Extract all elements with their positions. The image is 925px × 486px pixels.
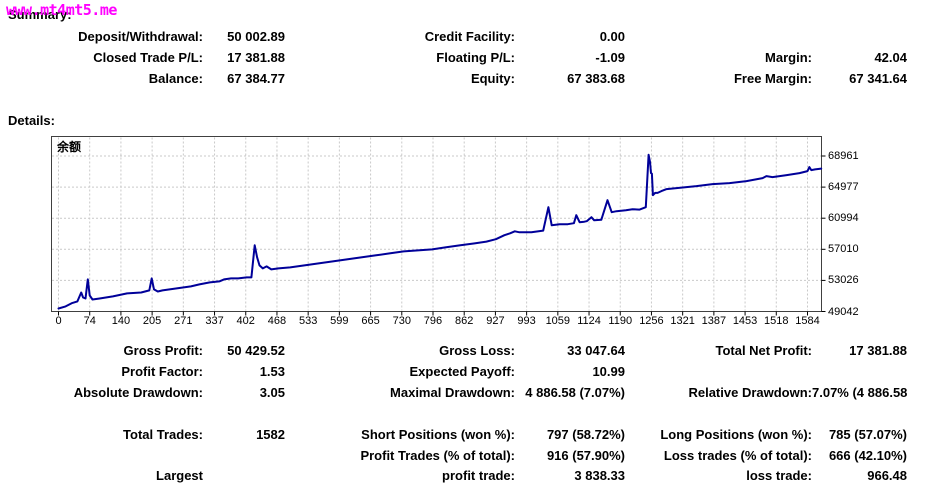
- balance-chart: 余额 0 74 140 205 271 337 402 468 533 599 665 730 796 8…: [51, 136, 925, 336]
- x-axis-tick-label: 205: [142, 315, 162, 327]
- stat-value: 1.53: [259, 364, 285, 379]
- x-axis-tick-label: 665: [361, 315, 380, 327]
- stat-label: Profit Factor:: [121, 364, 203, 379]
- stats-row: Absolute Drawdown: 3.05 Maximal Drawdown: 4…: [0, 385, 925, 403]
- stat-value: 67 341.64: [849, 71, 907, 86]
- x-axis-tick-label: 1584: [795, 315, 820, 327]
- stat-value: 966.48: [867, 468, 907, 483]
- stat-value: 3.05: [259, 385, 285, 400]
- x-axis-tick-label: 271: [174, 315, 193, 327]
- x-axis-tick-label: 599: [330, 315, 349, 327]
- y-axis-tick-label: 60994: [828, 212, 859, 225]
- stats-row: Total Trades: 1582 Short Positions (won %)…: [0, 427, 925, 445]
- stat-value: 17 381.88: [227, 50, 285, 65]
- x-axis-tick-label: 533: [298, 315, 318, 327]
- stats-row: Profit Trades (% of total): 916 (57.90%) L…: [0, 448, 925, 466]
- stat-label: Free Margin:: [733, 71, 812, 86]
- stat-label: Expected Payoff:: [409, 364, 515, 379]
- x-axis-tick-label: 402: [236, 315, 255, 327]
- stat-value: 1582: [256, 427, 285, 442]
- details-title: Details:: [8, 113, 55, 128]
- stats-row: Gross Profit: 50 429.52 Gross Loss: 33 047.…: [0, 343, 925, 361]
- stat-value: -1.09: [595, 50, 625, 65]
- stats-row-clipped: Largest profit trade: 3 838.33 loss trade: 9…: [0, 468, 925, 486]
- stat-label: Absolute Drawdown:: [73, 385, 203, 400]
- stat-value: 0.00: [599, 29, 625, 44]
- stat-label: Relative Drawdown:: [688, 385, 812, 400]
- x-axis-tick-label: 0: [55, 315, 62, 327]
- x-axis-tick-label: 862: [455, 315, 474, 327]
- x-axis-tick-label: 1256: [639, 315, 664, 327]
- stat-label: Gross Loss:: [439, 343, 515, 358]
- stat-label: Floating P/L:: [436, 50, 515, 65]
- x-axis-tick-label: 74: [83, 315, 96, 327]
- x-axis-tick-label: 468: [267, 315, 287, 327]
- stat-value: 10.99: [592, 364, 625, 379]
- x-axis-tick-label: 337: [205, 315, 224, 327]
- stat-label: Balance:: [148, 71, 203, 86]
- stat-label: Long Positions (won %):: [660, 427, 812, 442]
- stat-label: Maximal Drawdown:: [390, 385, 515, 400]
- stat-value: 50 429.52: [227, 343, 285, 358]
- summary-row: Balance: 67 384.77 Equity: 67 383.68 Free Ma…: [0, 71, 925, 89]
- x-axis-tick-label: 993: [517, 315, 536, 327]
- stat-value: 797 (58.72%): [546, 427, 625, 442]
- stat-label: Short Positions (won %):: [361, 427, 515, 442]
- stat-label: Margin:: [765, 50, 812, 65]
- x-axis-tick-label: 1124: [577, 315, 601, 327]
- stat-label: loss trade:: [746, 468, 812, 483]
- stat-label: Profit Trades (% of total):: [360, 448, 515, 463]
- x-axis-tick-label: 1321: [670, 315, 695, 327]
- x-axis-tick-label: 1190: [608, 315, 633, 327]
- summary-row: Closed Trade P/L: 17 381.88 Floating P/L: -…: [0, 50, 925, 68]
- x-axis-tick-label: 1059: [545, 315, 571, 327]
- stat-label: Total Trades:: [123, 427, 203, 442]
- stat-label: Gross Profit:: [123, 343, 203, 358]
- stat-value: 42.04: [874, 50, 907, 65]
- stat-value: 50 002.89: [227, 29, 285, 44]
- stat-value: 17 381.88: [849, 343, 907, 358]
- x-axis-tick-label: 1387: [701, 315, 727, 327]
- x-axis-tick-label: 1518: [764, 315, 789, 327]
- stat-value: 33 047.64: [567, 343, 625, 358]
- stat-value: 67 384.77: [227, 71, 285, 86]
- stat-value: 67 383.68: [567, 71, 625, 86]
- stat-label: Largest: [156, 468, 203, 483]
- x-axis-tick-label: 1453: [732, 315, 758, 327]
- y-axis-tick-label: 64977: [828, 181, 859, 194]
- stat-value: 7.07% (4 886.58): [812, 385, 907, 400]
- stats-row: Profit Factor: 1.53 Expected Payoff: 10.99: [0, 364, 925, 382]
- chart-legend-label: 余额: [56, 139, 81, 154]
- stat-label: Total Net Profit:: [715, 343, 812, 358]
- stat-label: Equity:: [470, 71, 515, 86]
- x-axis-tick-label: 140: [111, 315, 131, 327]
- stat-value: 785 (57.07%): [828, 427, 907, 442]
- stat-label: Credit Facility:: [424, 29, 515, 44]
- x-axis-tick-label: 796: [423, 315, 443, 327]
- summary-row: Deposit/Withdrawal: 50 002.89 Credit Facil…: [0, 29, 925, 47]
- summary-title: Summary:: [8, 7, 72, 22]
- stat-value: 3 838.33: [574, 468, 625, 483]
- stat-label: Deposit/Withdrawal:: [78, 29, 203, 44]
- y-axis-tick-label: 57010: [828, 243, 859, 256]
- balance-chart-svg: 余额: [51, 136, 826, 316]
- stat-label: Loss trades (% of total):: [663, 448, 812, 463]
- stat-label: profit trade:: [442, 468, 515, 483]
- site-watermark: www.mt4mt5.me: [6, 1, 117, 19]
- y-axis-tick-label: 49042: [828, 305, 859, 318]
- x-axis-tick-label: 927: [486, 315, 505, 327]
- stat-value: 666 (42.10%): [828, 448, 907, 463]
- y-axis-tick-label: 68961: [828, 150, 859, 162]
- x-axis-tick-label: 730: [392, 315, 411, 327]
- y-axis-tick-label: 53026: [828, 274, 859, 287]
- stat-label: Closed Trade P/L:: [93, 50, 203, 65]
- stat-value: 4 886.58 (7.07%): [525, 385, 625, 400]
- stat-value: 916 (57.90%): [546, 448, 625, 463]
